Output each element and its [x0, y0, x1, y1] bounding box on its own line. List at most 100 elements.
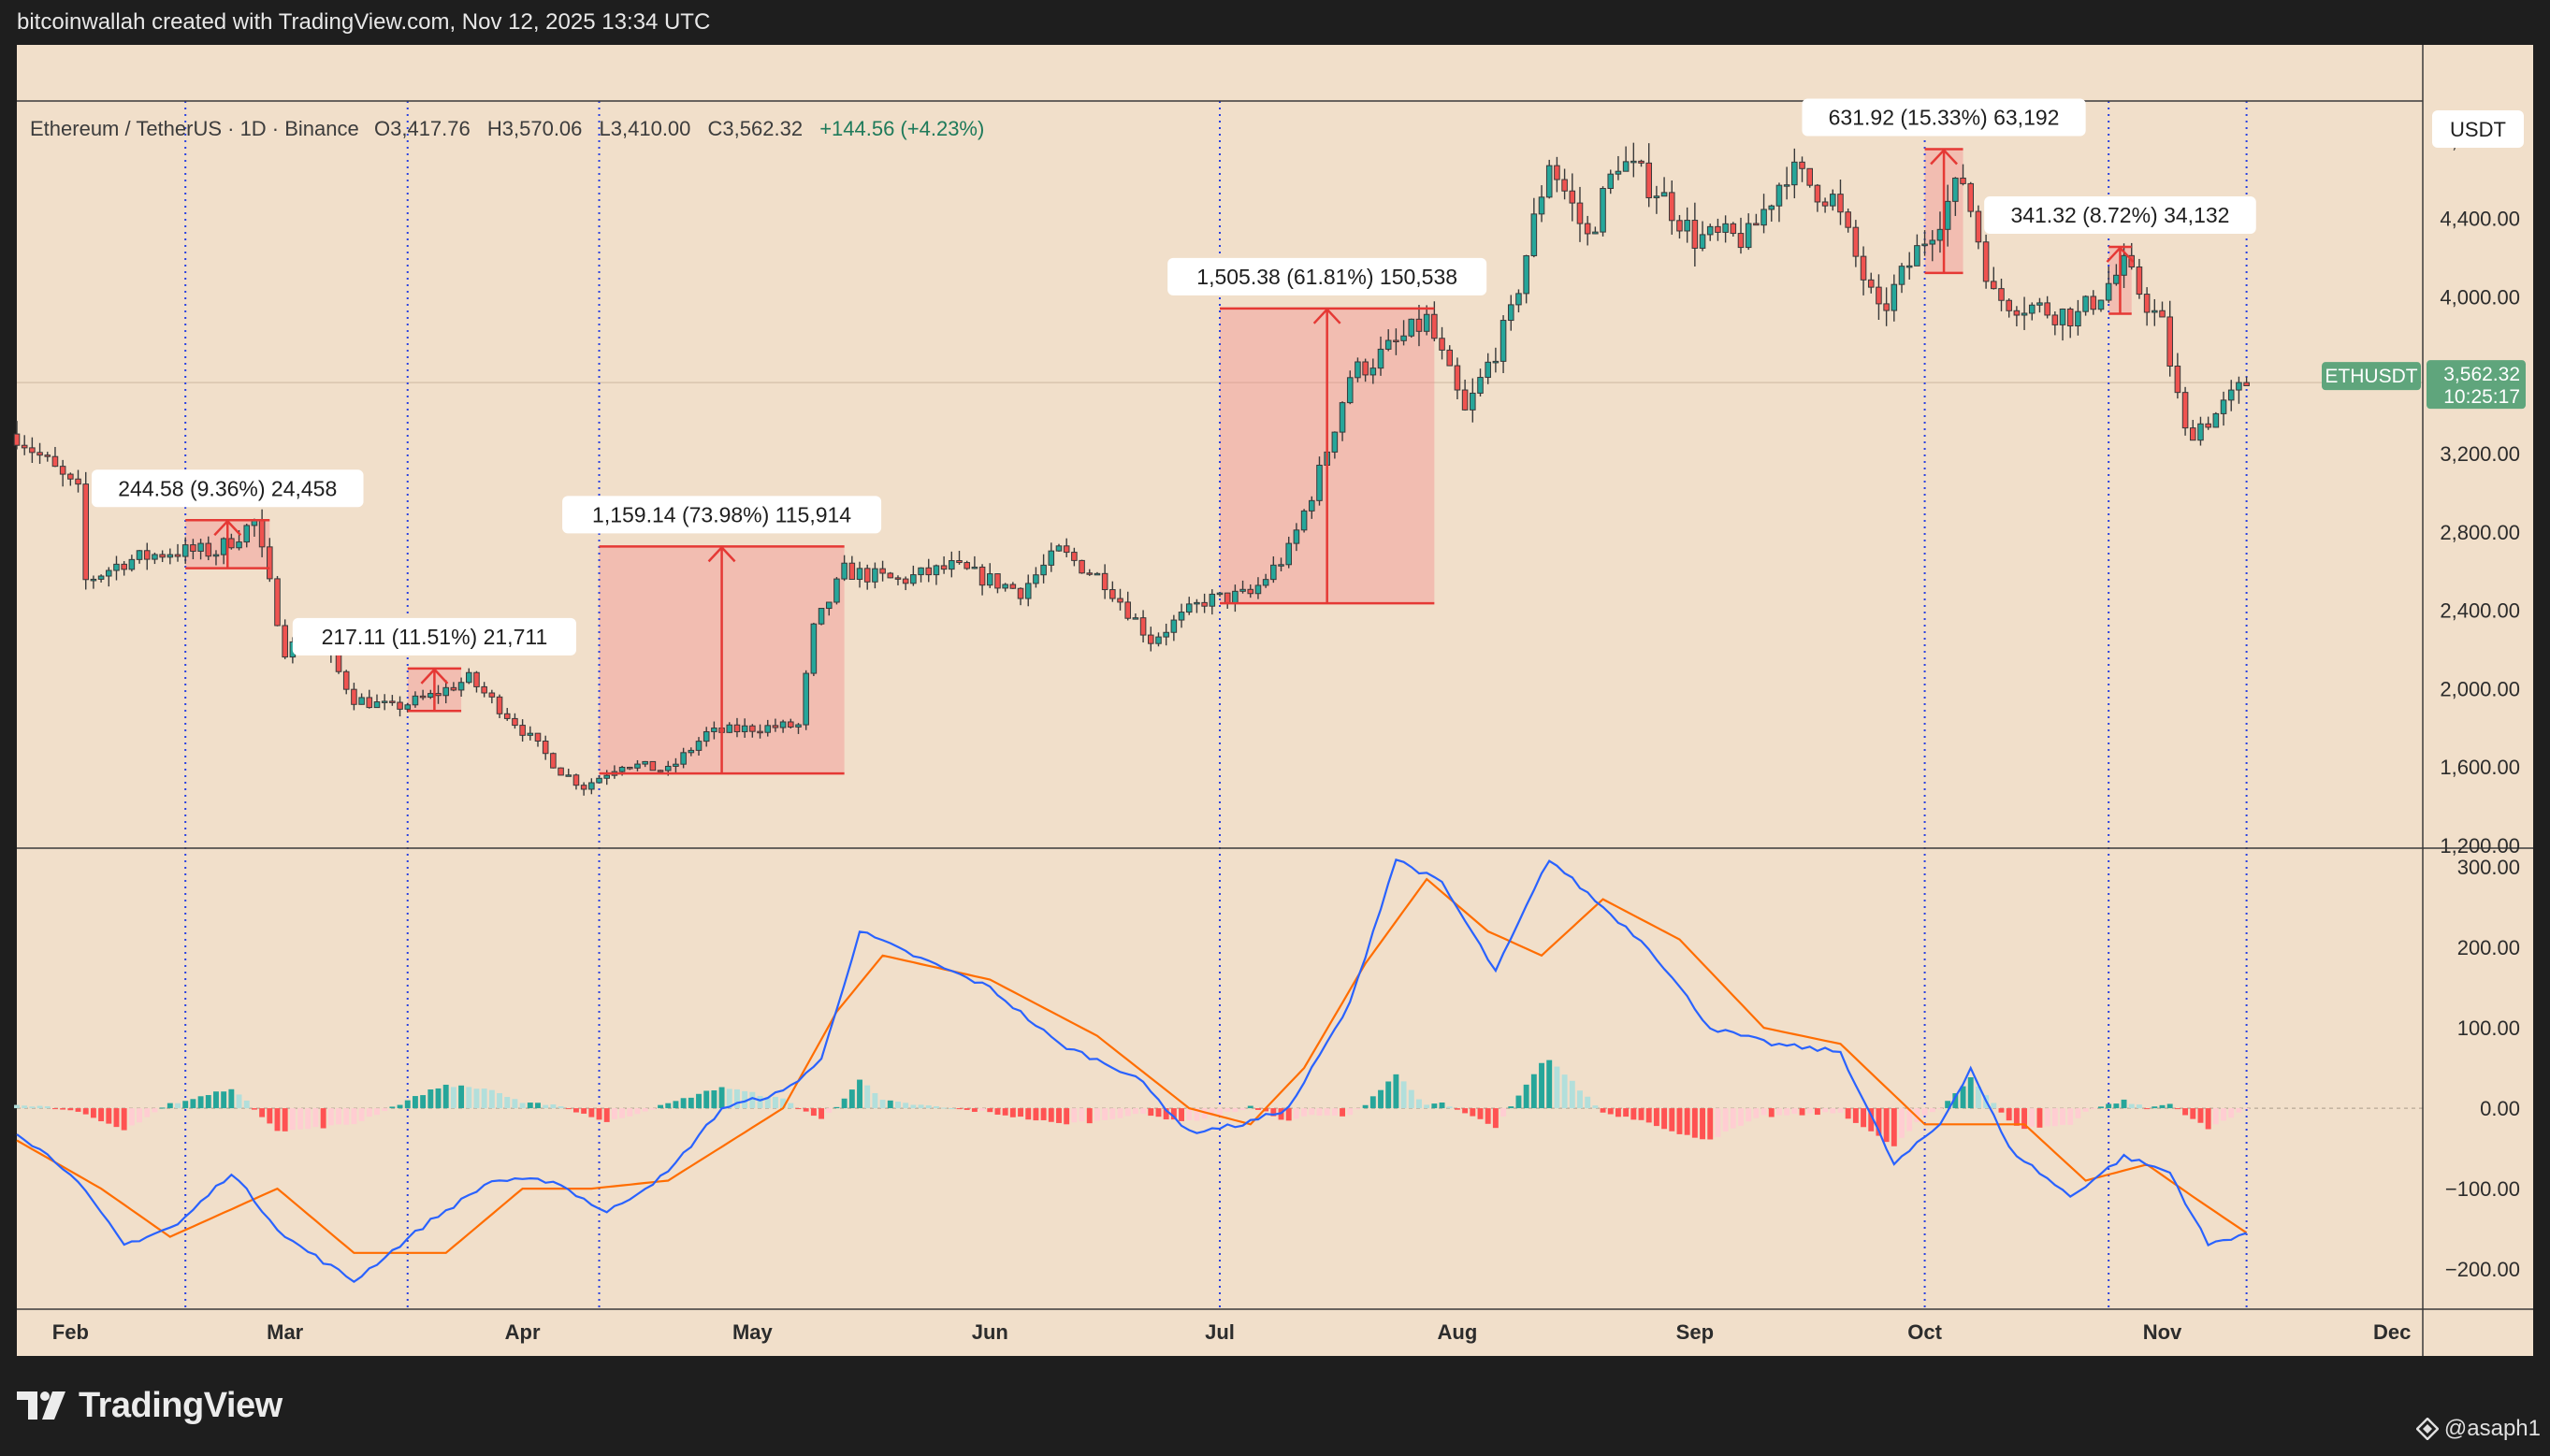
candle-down [1860, 255, 1867, 281]
candle-down [389, 700, 396, 703]
macd-histogram-bar [152, 1108, 158, 1113]
macd-histogram-bar [2075, 1108, 2081, 1118]
candle-down [258, 519, 266, 548]
ohlc-low: L3,410.00 [600, 117, 691, 140]
macd-histogram-bar [971, 1108, 978, 1112]
candle-up [1768, 205, 1775, 210]
candle-up [642, 760, 648, 765]
candle-up [565, 774, 572, 777]
candle-down [1086, 572, 1094, 575]
candle-down [1101, 572, 1108, 591]
macd-histogram-bar [1470, 1108, 1476, 1117]
candle-down [1998, 288, 2005, 301]
macd-histogram-bar [1378, 1089, 1384, 1109]
currency-button[interactable]: USDT [2432, 110, 2524, 148]
macd-histogram-bar [2051, 1108, 2058, 1127]
candle-down [1982, 241, 1990, 282]
candle-down [335, 653, 342, 672]
chart-svg[interactable]: 1,200.00 1,600.00 2,000.00 2,400.00 2,800.00… [0, 0, 2550, 1356]
macd-histogram-bar [627, 1108, 633, 1117]
candle-down [1079, 559, 1085, 574]
macd-histogram-bar [611, 1108, 617, 1119]
chart-background [17, 45, 2533, 1356]
candle-up [1048, 550, 1055, 566]
macd-histogram-bar [473, 1088, 480, 1109]
candle-down [342, 670, 350, 690]
macd-histogram-bar [2166, 1103, 2173, 1109]
candle-down [274, 578, 281, 627]
candle-up [2121, 254, 2127, 276]
candle-down [848, 562, 856, 581]
macd-histogram-bar [404, 1100, 411, 1109]
candle-down [733, 724, 741, 732]
macd-histogram-bar [1952, 1093, 1959, 1109]
measurement-label: 1,159.14 (73.98%) 115,914 [592, 502, 851, 526]
candle-up [167, 554, 174, 558]
candle-up [1339, 402, 1346, 433]
candle-down [143, 550, 151, 560]
time-axis-tick-label: Oct [1907, 1320, 1942, 1344]
macd-histogram-bar [488, 1089, 495, 1109]
symbol-badge-label: ETHUSDT [2325, 366, 2417, 387]
candle-up [1523, 254, 1529, 295]
macd-histogram-bar [336, 1108, 341, 1125]
macd-histogram-bar [75, 1108, 81, 1112]
time-axis-tick-label: Feb [52, 1320, 89, 1344]
macd-histogram-bar [1232, 1108, 1239, 1113]
candle-down [481, 685, 487, 694]
macd-histogram-bar [2060, 1108, 2065, 1125]
candle-up [1254, 584, 1262, 595]
macd-histogram-bar [243, 1100, 250, 1109]
candle-up [803, 672, 809, 726]
candle-up [128, 558, 136, 570]
candle-up [1384, 339, 1392, 350]
macd-histogram-bar [788, 1103, 794, 1109]
candle-up [818, 608, 825, 625]
macd-histogram-bar [1776, 1108, 1782, 1116]
candle-up [181, 544, 189, 557]
candle-up [1163, 631, 1169, 638]
candle-up [2082, 296, 2089, 312]
candle-down [1139, 617, 1147, 636]
candle-up [833, 578, 840, 603]
candle-up [90, 578, 97, 582]
macd-histogram-bar [634, 1108, 641, 1115]
macd-histogram-bar [688, 1097, 694, 1109]
macd-histogram-bar [1071, 1108, 1078, 1123]
macd-histogram-bar [1768, 1108, 1775, 1117]
macd-histogram-bar [1094, 1108, 1100, 1121]
price-axis-tick-label: 4,400.00 [2440, 208, 2520, 231]
candle-up [358, 697, 365, 705]
candle-up [1170, 619, 1178, 633]
macd-histogram-bar [696, 1093, 702, 1109]
tradingview-brand-text: TradingView [79, 1385, 283, 1425]
macd-histogram-bar [1891, 1108, 1897, 1146]
candle-up [373, 701, 381, 709]
macd-histogram-bar [1822, 1108, 1829, 1113]
author-handle: @asaph1 [2443, 1416, 2541, 1441]
macd-histogram-bar [581, 1108, 587, 1114]
macd-histogram-bar [527, 1103, 533, 1109]
macd-histogram-bar [619, 1108, 626, 1118]
candle-up [918, 567, 924, 576]
candle-up [197, 542, 204, 552]
tradingview-logo[interactable]: TradingView [17, 1377, 283, 1434]
macd-histogram-bar [1309, 1108, 1315, 1116]
candle-down [450, 686, 457, 691]
macd-histogram-bar [1914, 1108, 1920, 1122]
candle-down [174, 554, 181, 557]
macd-histogram-bar [1700, 1108, 1705, 1140]
candle-up [1500, 320, 1507, 362]
candle-up [1699, 234, 1706, 249]
candle-up [910, 574, 917, 584]
measurement-label: 341.32 (8.72%) 34,132 [2010, 203, 2229, 227]
measurement-arrow-head [1930, 148, 1958, 166]
candle-down [1439, 338, 1445, 351]
measurement-label-box [1167, 257, 1487, 296]
macd-histogram-bar [2152, 1106, 2158, 1109]
candle-down [2044, 302, 2050, 316]
candle-down [978, 566, 986, 586]
macd-histogram-bar [519, 1103, 526, 1109]
candle-down [36, 452, 43, 456]
